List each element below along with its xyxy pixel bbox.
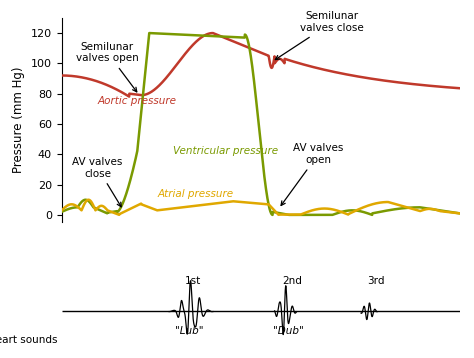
Text: Semilunar
valves open: Semilunar valves open: [76, 42, 139, 92]
Text: Heart sounds: Heart sounds: [0, 335, 58, 345]
Text: Atrial pressure: Atrial pressure: [157, 189, 233, 199]
Text: "Lub": "Lub": [175, 326, 203, 336]
Text: AV valves
open: AV valves open: [281, 143, 344, 205]
Text: 2nd: 2nd: [283, 276, 302, 286]
Y-axis label: Pressure (mm Hg): Pressure (mm Hg): [12, 67, 25, 173]
Text: AV valves
close: AV valves close: [72, 157, 123, 207]
Text: Semilunar
valves close: Semilunar valves close: [275, 11, 364, 59]
Text: 1st: 1st: [185, 276, 201, 286]
Text: Ventricular pressure: Ventricular pressure: [173, 146, 278, 156]
Text: "Dub": "Dub": [273, 326, 304, 336]
Text: 3rd: 3rd: [367, 276, 385, 286]
Text: Aortic pressure: Aortic pressure: [98, 96, 176, 106]
